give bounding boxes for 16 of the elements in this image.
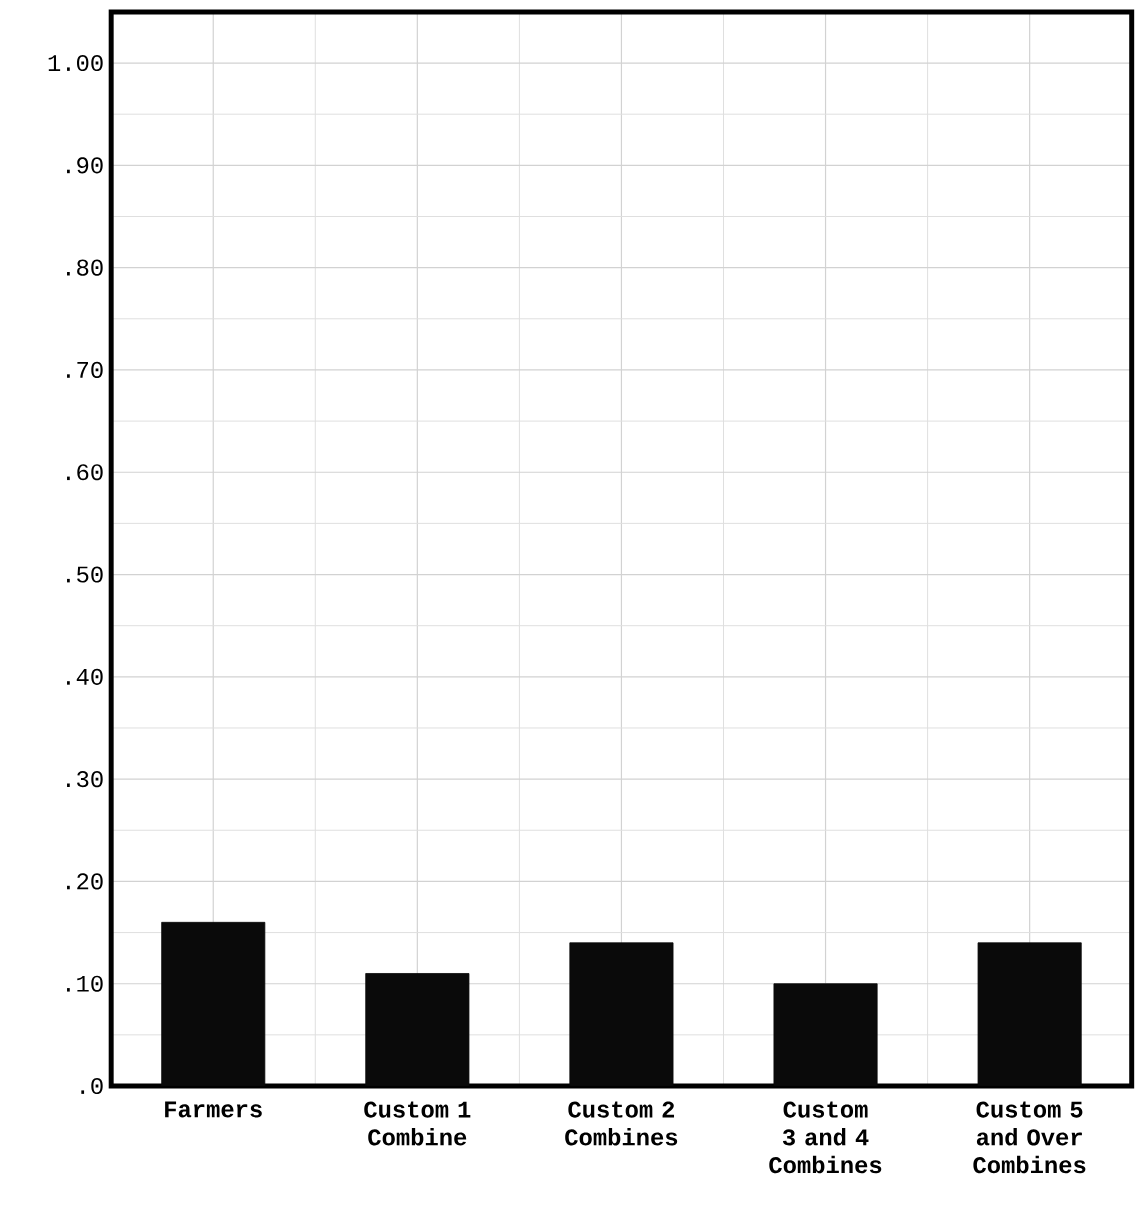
y-tick-label: .90 [67,157,103,174]
y-tick-label: 1.00 [48,54,103,72]
y-tick-label: .40 [67,668,103,685]
y-tick-label: .20 [67,873,103,890]
x-tick-label: Farmers [165,1101,262,1118]
y-tick-label: .80 [67,259,103,276]
y-tick-label: .10 [67,975,103,992]
x-tick-label: Custom 2 Combines [565,1101,678,1146]
x-tick-label: Custom 1 Combine [364,1101,471,1146]
y-tick-label: .50 [67,566,103,583]
x-tick-label: Custom 5 and Over Combines [973,1101,1086,1174]
y-tick-label: .0 [81,1077,103,1095]
y-tick-label: .60 [67,464,103,481]
y-tick-label: .30 [67,771,103,788]
x-tick-label: Custom 3 and 4 Combines [769,1101,882,1174]
y-tick-label: .70 [67,361,103,379]
